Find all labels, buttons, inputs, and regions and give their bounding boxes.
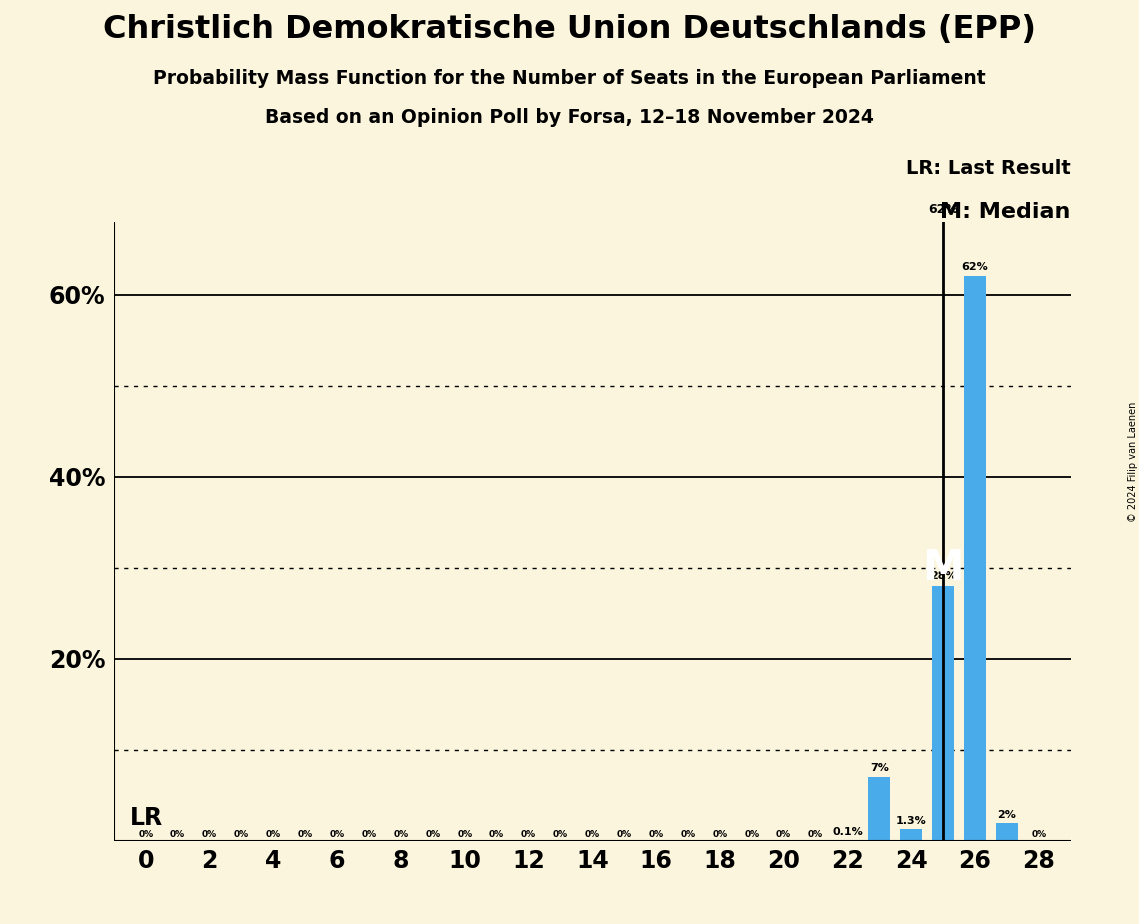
Text: 0%: 0% (297, 830, 313, 839)
Text: 0%: 0% (680, 830, 696, 839)
Bar (900, 829, 923, 841)
Text: 0%: 0% (584, 830, 600, 839)
Text: 0%: 0% (489, 830, 505, 839)
Text: 0%: 0% (265, 830, 281, 839)
Bar (995, 822, 1018, 841)
Text: Probability Mass Function for the Number of Seats in the European Parliament: Probability Mass Function for the Number… (153, 69, 986, 89)
Text: 7%: 7% (870, 762, 888, 772)
Text: 0%: 0% (457, 830, 473, 839)
Text: 0%: 0% (329, 830, 345, 839)
Text: LR: Last Result: LR: Last Result (906, 160, 1071, 178)
Text: 0%: 0% (202, 830, 218, 839)
Text: 0%: 0% (170, 830, 186, 839)
Text: 0%: 0% (425, 830, 441, 839)
Text: 62%: 62% (928, 202, 958, 215)
Bar (964, 276, 986, 841)
Text: 62%: 62% (961, 261, 989, 272)
Text: 0%: 0% (712, 830, 728, 839)
Text: LR: LR (130, 806, 163, 830)
Text: 0.1%: 0.1% (833, 827, 862, 837)
Text: © 2024 Filip van Laenen: © 2024 Filip van Laenen (1129, 402, 1138, 522)
Bar (868, 777, 891, 841)
Text: Based on an Opinion Poll by Forsa, 12–18 November 2024: Based on an Opinion Poll by Forsa, 12–18… (265, 108, 874, 128)
Text: 0%: 0% (552, 830, 568, 839)
Bar (932, 586, 954, 841)
Text: M: M (923, 547, 964, 589)
Text: 0%: 0% (138, 830, 154, 839)
Text: M: Median: M: Median (941, 201, 1071, 222)
Text: 0%: 0% (648, 830, 664, 839)
Text: 0%: 0% (233, 830, 249, 839)
Text: 0%: 0% (521, 830, 536, 839)
Text: 0%: 0% (776, 830, 792, 839)
Text: 0%: 0% (1031, 830, 1047, 839)
Text: 0%: 0% (808, 830, 823, 839)
Text: 28%: 28% (929, 571, 957, 581)
Text: 0%: 0% (616, 830, 632, 839)
Text: 1.3%: 1.3% (896, 816, 926, 826)
Text: 0%: 0% (361, 830, 377, 839)
Text: 0%: 0% (393, 830, 409, 839)
Text: 2%: 2% (998, 810, 1016, 820)
Text: 0%: 0% (744, 830, 760, 839)
Text: Christlich Demokratische Union Deutschlands (EPP): Christlich Demokratische Union Deutschla… (103, 14, 1036, 45)
